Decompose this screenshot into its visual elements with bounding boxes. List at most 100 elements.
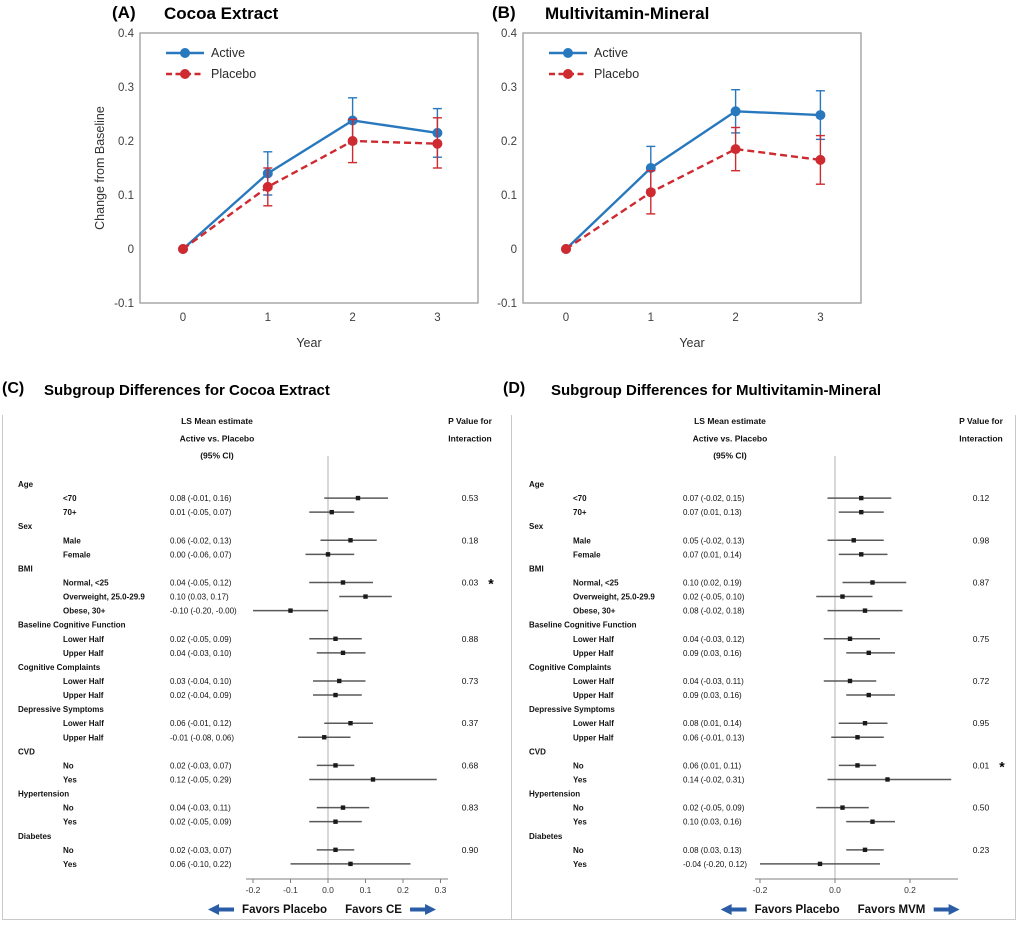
plot-border	[139, 32, 479, 304]
subgroup-label: Upper Half	[63, 649, 104, 658]
subgroup-label: Lower Half	[63, 635, 104, 644]
estimate-text: 0.09 (0.03, 0.16)	[683, 691, 742, 700]
estimate-text: 0.06 (-0.10, 0.22)	[170, 860, 232, 869]
estimate-column-header: Active vs. Placebo	[693, 433, 768, 443]
subgroup-label: Upper Half	[573, 649, 614, 658]
axis-tick-label: -0.1	[283, 885, 298, 895]
p-value: 0.18	[462, 535, 479, 545]
point-estimate-marker	[333, 847, 338, 853]
point-estimate-marker	[859, 509, 864, 515]
x-tick-label: 2	[349, 312, 355, 324]
point-estimate-marker	[817, 861, 823, 867]
estimate-text: 0.02 (-0.03, 0.07)	[170, 761, 232, 770]
axis-tick-label: -0.2	[246, 885, 261, 895]
subgroup-label: No	[573, 846, 584, 855]
estimate-text: 0.04 (-0.03, 0.12)	[683, 635, 745, 644]
p-value: 0.23	[973, 845, 990, 855]
p-value: 0.03	[462, 577, 479, 587]
y-axis-label: Change from Baseline	[93, 106, 107, 230]
subgroup-label: Upper Half	[63, 691, 104, 700]
estimate-text: 0.02 (-0.05, 0.09)	[683, 804, 745, 813]
estimate-text: 0.10 (0.03, 0.17)	[170, 593, 229, 602]
p-value: 0.01	[973, 760, 990, 770]
estimate-text: 0.01 (-0.05, 0.07)	[170, 508, 232, 517]
subgroup-label: Yes	[63, 860, 77, 869]
subgroup-label: Obese, 30+	[63, 607, 106, 616]
subgroup-label: Upper Half	[573, 733, 614, 742]
legend-marker	[180, 69, 190, 79]
data-point	[815, 154, 826, 165]
subgroup-label: Yes	[63, 775, 77, 784]
data-point	[178, 244, 188, 254]
point-estimate-marker	[370, 777, 376, 782]
point-estimate-marker	[363, 594, 368, 599]
significance-asterisk: *	[488, 575, 494, 591]
point-estimate-marker	[340, 650, 346, 656]
y-tick-label: 0.4	[501, 28, 518, 40]
subgroup-category-label: Hypertension	[18, 790, 69, 799]
x-tick-label: 1	[265, 312, 271, 324]
subgroup-label: Upper Half	[63, 733, 104, 742]
estimate-text: 0.04 (-0.03, 0.11)	[683, 677, 744, 686]
x-axis-label: Year	[296, 336, 321, 350]
subgroup-category-label: CVD	[18, 747, 35, 756]
favors-row-cocoa: Favors Placebo Favors CE	[208, 903, 436, 916]
point-estimate-marker	[348, 538, 353, 543]
subgroup-category-label: Age	[18, 480, 34, 489]
data-point	[730, 144, 741, 155]
series-line-placebo	[565, 147, 821, 250]
legend-label: Placebo	[594, 67, 639, 81]
estimate-text: 0.10 (0.02, 0.19)	[683, 578, 742, 587]
axis-tick-label: 0.3	[435, 885, 447, 895]
point-estimate-marker	[855, 763, 860, 768]
subgroup-category-label: Hypertension	[529, 790, 580, 799]
subgroup-label: No	[573, 804, 584, 813]
point-estimate-marker	[862, 608, 868, 613]
favors-placebo-label: Favors Placebo	[242, 903, 328, 916]
y-tick-label: 0.3	[118, 82, 134, 94]
subgroup-label: Yes	[573, 818, 587, 827]
point-estimate-marker	[859, 552, 864, 557]
favors-mvm-label: Favors MVM	[857, 903, 926, 916]
p-value: 0.73	[462, 676, 479, 686]
y-tick-label: 0	[128, 244, 134, 256]
legend-marker	[563, 48, 573, 58]
point-estimate-marker	[851, 538, 856, 543]
estimate-text: 0.10 (0.03, 0.16)	[683, 818, 742, 827]
estimate-text: 0.05 (-0.02, 0.13)	[683, 536, 745, 545]
subgroup-label: Male	[573, 536, 591, 545]
p-value: 0.72	[973, 676, 990, 686]
x-tick-label: 3	[817, 312, 823, 324]
y-tick-label: 0.4	[118, 28, 135, 40]
estimate-text: 0.06 (-0.01, 0.13)	[683, 733, 745, 742]
subgroup-label: Lower Half	[573, 635, 614, 644]
estimate-text: 0.08 (-0.01, 0.16)	[170, 494, 232, 503]
pvalue-column-header: Interaction	[959, 433, 1002, 443]
estimate-text: -0.10 (-0.20, -0.00)	[170, 607, 237, 616]
point-estimate-marker	[866, 650, 871, 656]
p-value: 0.53	[462, 493, 479, 503]
x-tick-label: 0	[563, 312, 569, 324]
subgroup-category-label: Cognitive Complaints	[18, 663, 101, 672]
panel-divider	[511, 415, 512, 919]
estimate-text: 0.04 (-0.03, 0.11)	[170, 804, 231, 813]
p-value: 0.88	[462, 634, 479, 644]
point-estimate-marker	[847, 636, 853, 641]
data-point	[561, 244, 571, 254]
p-value: 0.50	[973, 803, 990, 813]
pvalue-column-header: P Value for	[959, 416, 1003, 426]
y-tick-label: 0.2	[118, 136, 134, 148]
favors-left-arrow-icon	[720, 904, 747, 915]
subgroup-label: Female	[63, 550, 91, 559]
data-point	[815, 110, 826, 121]
panel-a-title: Cocoa Extract	[164, 4, 279, 23]
estimate-text: 0.02 (-0.05, 0.10)	[683, 593, 745, 602]
favors-placebo-label: Favors Placebo	[754, 903, 840, 916]
point-estimate-marker	[847, 678, 853, 684]
p-value: 0.68	[462, 760, 479, 770]
subgroup-label: Normal, <25	[573, 578, 619, 587]
axis-tick-label: 0.0	[829, 885, 841, 895]
panel-d-tag: (D)	[503, 380, 526, 397]
point-estimate-marker	[348, 720, 353, 726]
subgroup-label: Lower Half	[63, 677, 104, 686]
